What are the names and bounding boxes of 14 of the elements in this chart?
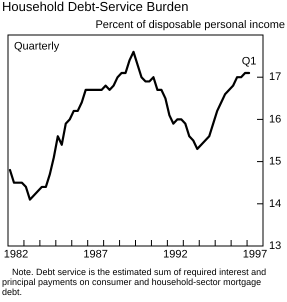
x-tick-label: 1987	[83, 248, 108, 261]
y-tick-label: 16	[269, 113, 282, 126]
y-tick-label: 15	[269, 156, 282, 168]
annotation: Quarterly	[14, 40, 60, 53]
y-tick-label: 13	[269, 240, 282, 252]
annotation: Q1	[242, 56, 256, 68]
x-tick-label: 1982	[4, 248, 28, 261]
y-tick-label: 14	[269, 198, 282, 210]
y-tick-label: 17	[269, 71, 282, 84]
x-tick-label: 1992	[163, 248, 188, 261]
y-axis-title: Percent of disposable personal income	[95, 19, 285, 31]
chart-title: Household Debt-Service Burden	[2, 0, 188, 14]
text: Note. Debt service is the estimated sum of required interest and principal payments on consumer and household-sector mortgage debt.	[2, 266, 266, 297]
x-tick-label: 1997	[242, 248, 268, 261]
